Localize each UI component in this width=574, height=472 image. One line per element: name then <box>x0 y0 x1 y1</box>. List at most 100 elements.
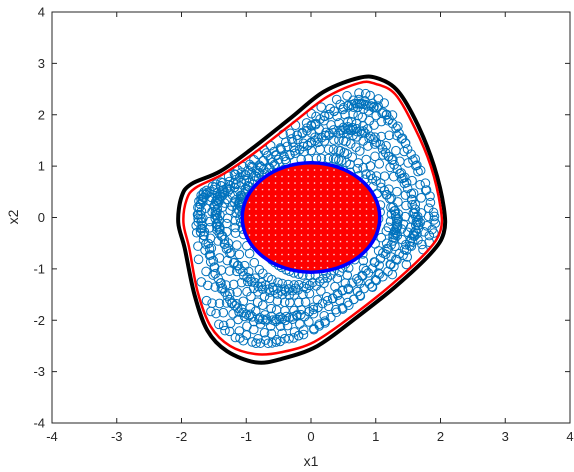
grid-point <box>300 201 303 204</box>
grid-point <box>359 201 361 204</box>
trajectory-marker <box>387 110 398 120</box>
trajectory-marker <box>393 197 403 207</box>
trajectory-marker <box>381 238 392 249</box>
grid-point <box>287 234 290 236</box>
grid-point <box>326 208 329 210</box>
grid-point <box>320 201 322 204</box>
grid-point <box>261 240 264 243</box>
trajectory-marker <box>338 102 349 113</box>
grid-point <box>268 247 270 249</box>
grid-point <box>274 201 277 204</box>
grid-point <box>307 214 309 217</box>
grid-point <box>313 260 316 262</box>
grid-point <box>261 195 264 197</box>
outer-boundary-curve <box>176 74 448 365</box>
trajectory-marker <box>236 167 247 178</box>
trajectory-marker <box>309 323 319 334</box>
trajectory-marker <box>196 277 207 287</box>
trajectory-marker <box>394 168 405 179</box>
trajectory-marker <box>352 163 363 174</box>
trajectory-marker <box>204 244 215 254</box>
trajectory-marker <box>287 137 298 147</box>
trajectory-marker <box>304 317 314 327</box>
grid-point <box>313 240 316 243</box>
trajectory-marker <box>397 133 408 143</box>
trajectory-marker <box>255 319 266 329</box>
trajectory-marker <box>328 125 339 135</box>
y-tick-label: 3 <box>38 56 45 71</box>
grid-point <box>281 182 283 184</box>
trajectory-marker <box>381 109 392 120</box>
grid-point <box>287 188 290 191</box>
grid-point <box>281 240 283 243</box>
grid-point <box>346 247 348 249</box>
trajectory-marker <box>232 287 242 297</box>
grid-point <box>274 195 277 197</box>
trajectory-marker <box>201 266 211 277</box>
grid-point <box>339 234 342 236</box>
trajectory-marker <box>287 314 298 324</box>
grid-point <box>365 201 368 204</box>
grid-point <box>248 227 251 230</box>
trajectory-marker <box>393 209 404 219</box>
trajectory-marker <box>217 283 228 293</box>
trajectory-marker <box>271 150 282 161</box>
y-tick-label: -4 <box>33 416 45 431</box>
trajectory-marker <box>318 273 328 284</box>
trajectory-marker <box>260 310 270 320</box>
grid-point <box>274 240 277 243</box>
grid-point <box>313 266 316 269</box>
trajectory-marker <box>334 118 344 128</box>
trajectory-marker <box>328 144 339 155</box>
trajectory-marker <box>252 297 263 307</box>
trajectory-marker <box>322 295 333 306</box>
trajectory-marker <box>337 285 348 296</box>
trajectory-marker <box>373 101 383 111</box>
inner-boundary-curve <box>182 80 444 356</box>
grid-point <box>313 253 316 256</box>
grid-point <box>346 253 348 256</box>
trajectory-marker <box>267 338 277 348</box>
trajectory-marker <box>370 132 380 142</box>
grid-point <box>365 214 368 217</box>
grid-point <box>333 227 335 230</box>
grid-point <box>326 214 329 217</box>
trajectory-marker <box>313 302 323 313</box>
trajectory-marker <box>353 110 363 121</box>
grid-point <box>313 214 316 217</box>
trajectory-marker <box>376 131 387 142</box>
grid-point <box>313 227 316 230</box>
grid-point <box>300 221 303 223</box>
grid-point <box>287 240 290 243</box>
grid-point <box>287 201 290 204</box>
grid-point <box>287 208 290 210</box>
trajectory-marker <box>381 140 391 151</box>
grid-point <box>274 234 277 236</box>
grid-point <box>248 201 251 204</box>
grid-point <box>352 214 355 217</box>
trajectory-marker <box>300 297 311 307</box>
grid-point <box>307 175 309 178</box>
grid-point <box>294 195 296 197</box>
trajectory-marker <box>417 239 427 250</box>
grid-point <box>365 195 368 197</box>
grid-point <box>274 260 277 262</box>
grid-point <box>294 214 296 217</box>
grid-point <box>255 221 257 223</box>
grid-point <box>313 182 316 184</box>
trajectory-marker <box>230 222 241 233</box>
trajectory-marker <box>226 298 237 309</box>
grid-point <box>294 169 296 171</box>
trajectory-marker <box>244 311 254 321</box>
trajectory-marker <box>429 211 440 222</box>
trajectory-marker <box>424 230 435 241</box>
trajectory-marker <box>323 144 334 155</box>
grid-point <box>268 214 270 217</box>
grid-point <box>261 227 264 230</box>
trajectory-marker <box>216 181 226 191</box>
grid-point <box>359 208 361 210</box>
trajectory-marker <box>393 121 403 132</box>
trajectory-marker <box>410 154 421 164</box>
grid-point <box>372 201 374 204</box>
grid-point <box>352 253 355 256</box>
